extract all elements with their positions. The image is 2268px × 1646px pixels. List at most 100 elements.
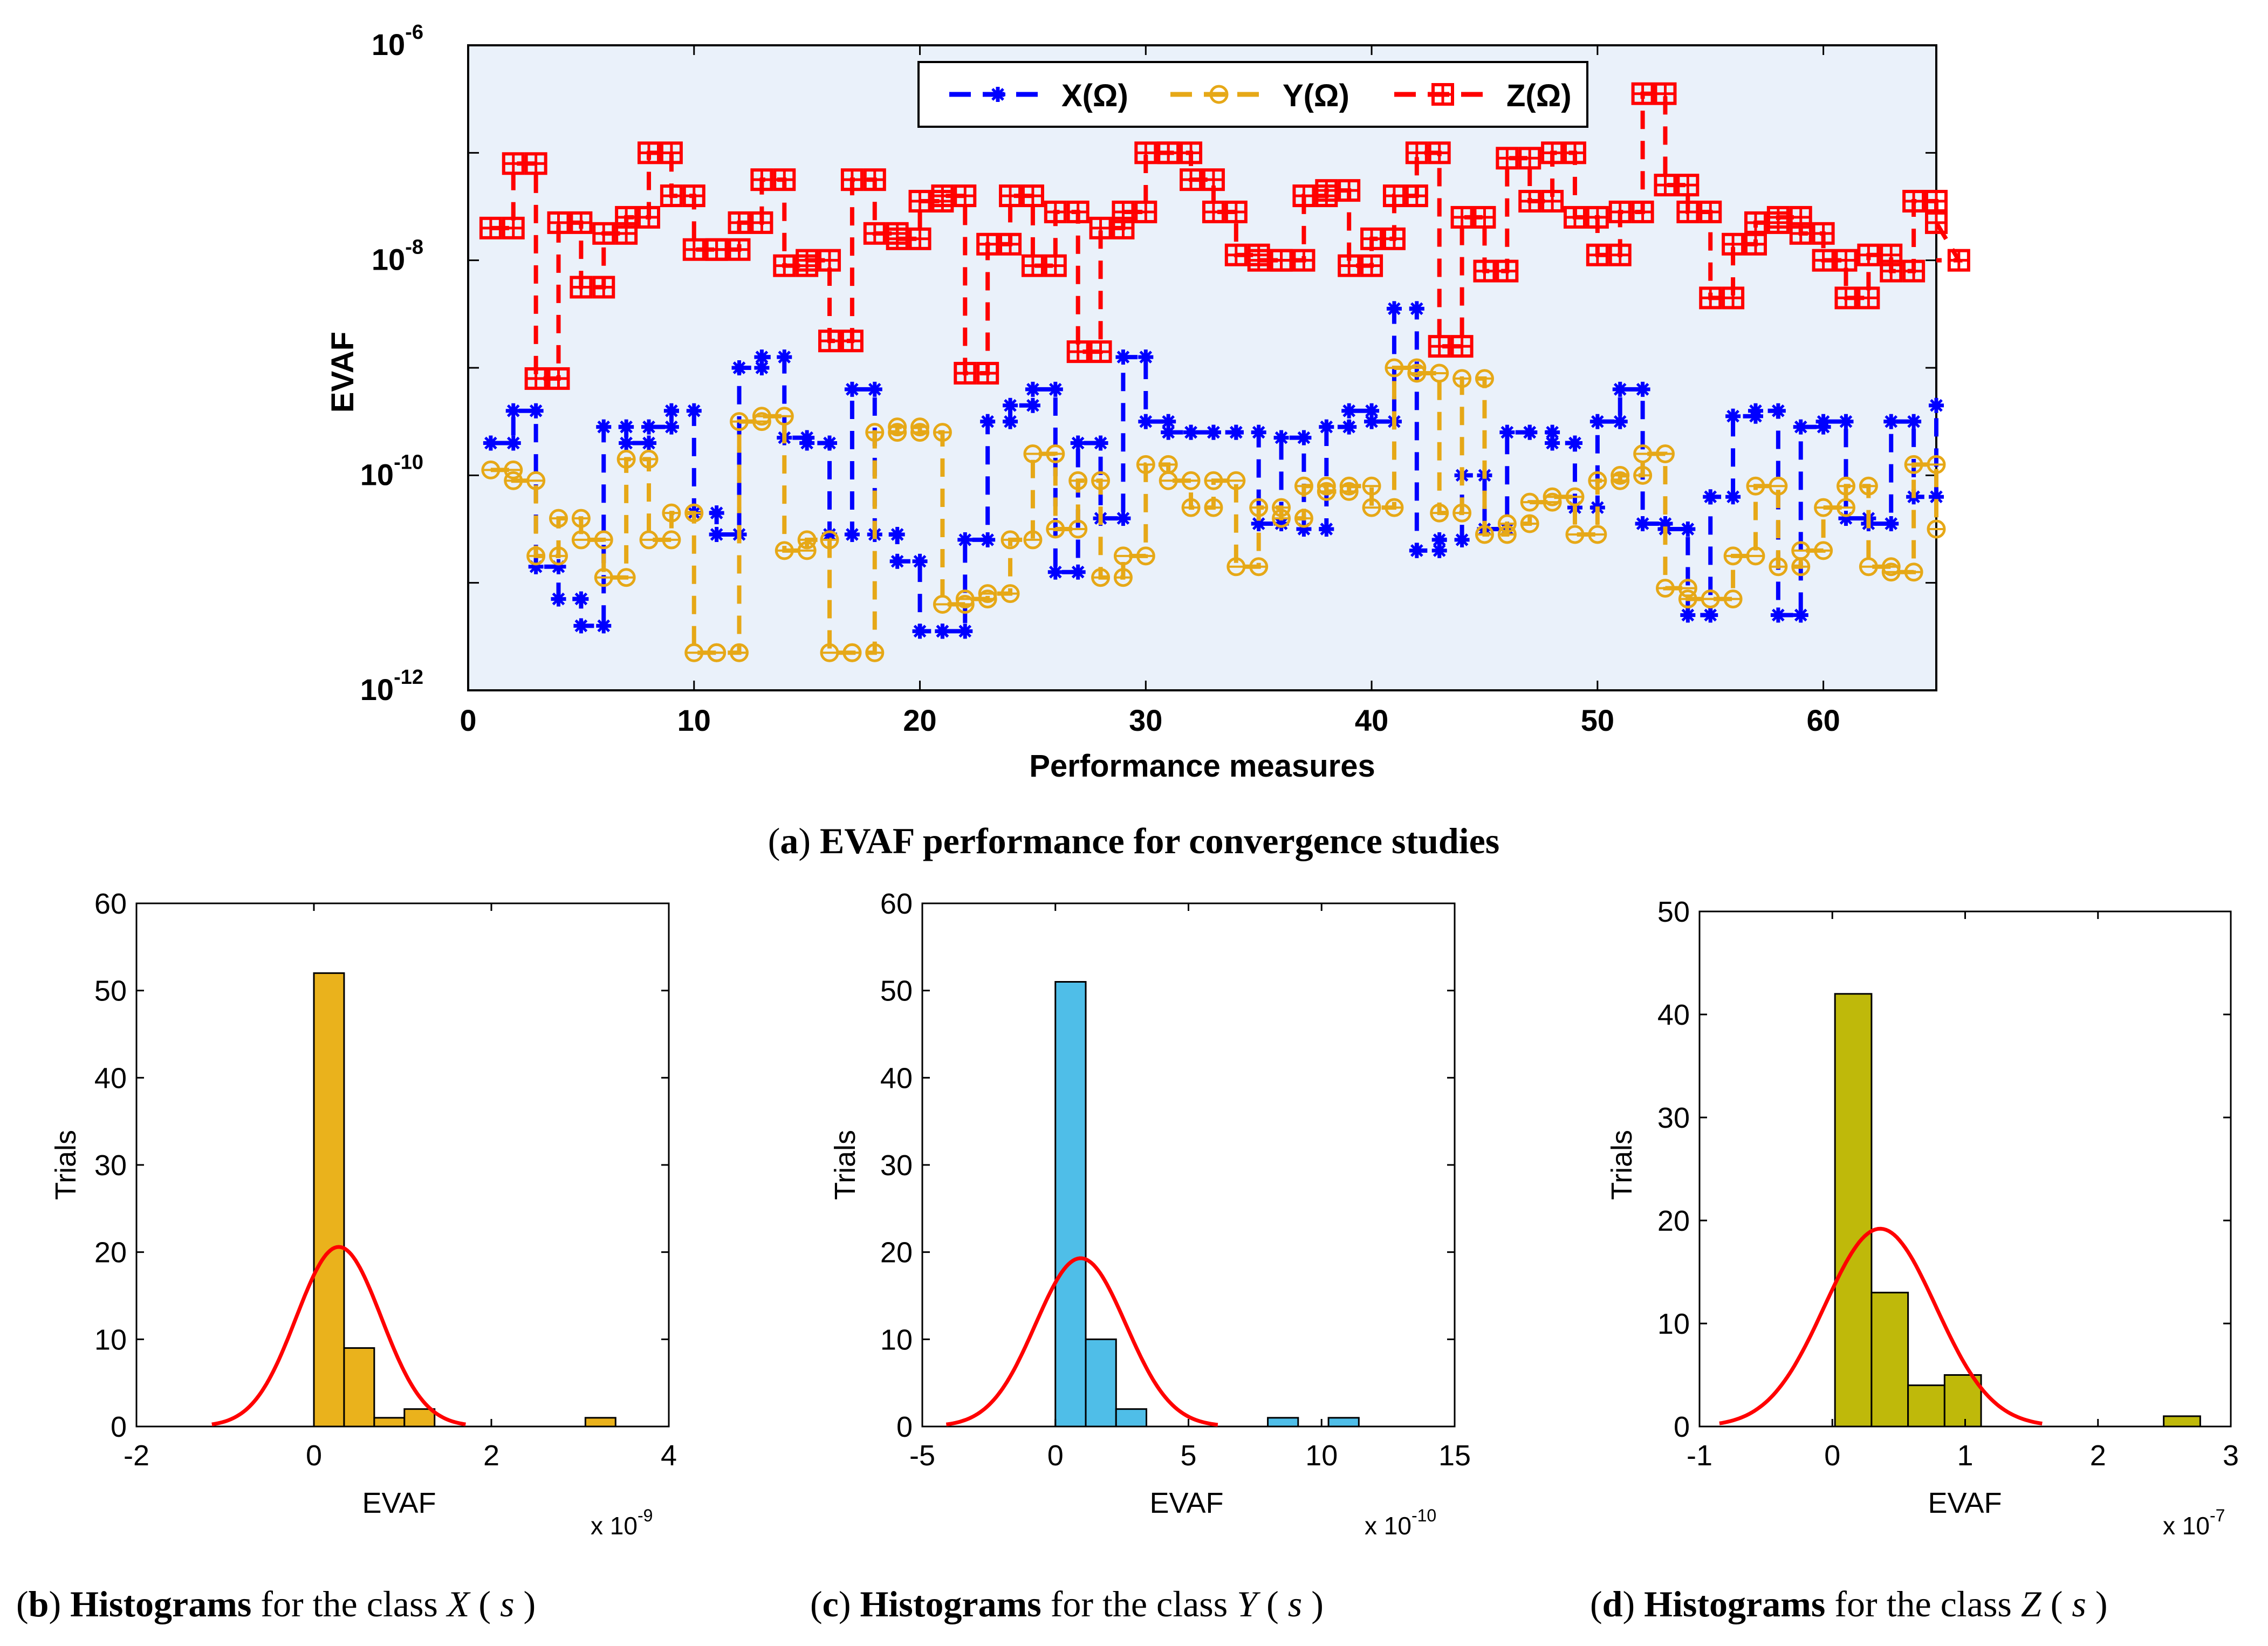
data-point [1428,141,1451,164]
data-point [481,460,501,479]
data-point [1405,184,1428,208]
data-point [686,403,702,419]
data-point [1567,435,1582,451]
data-point [865,643,885,662]
data-point [1202,200,1225,223]
data-point [1925,211,1948,234]
y-tick-label: 50 [880,975,913,1007]
data-point [1089,340,1112,364]
data-point [1612,381,1628,397]
data-point [750,168,773,191]
data-point [1678,589,1697,609]
normal-fit-curve [1719,1226,2043,1426]
data-point [1904,563,1923,582]
tick-marks [921,902,1456,1428]
data-point [1676,174,1700,197]
data-point [638,205,661,229]
data-point [1654,82,1677,105]
data-point [730,643,749,662]
data-point [1070,564,1086,580]
data-point [1272,498,1291,517]
histogram-bars [1054,981,1360,1428]
series-line-0 [490,306,1938,634]
data-point [1407,364,1427,383]
data-point [615,205,638,229]
y-tick-label: 10-12 [360,666,423,707]
data-point [1249,557,1269,577]
data-point [1927,455,1946,474]
data-point [1044,200,1067,223]
data-point [1360,227,1383,250]
data-point [1859,557,1878,577]
data-point [1315,179,1338,202]
data-point [1025,397,1040,413]
data-point [1725,408,1741,424]
y-tick-label: 50 [1657,896,1690,928]
legend-label-z: Z(Ω) [1506,78,1572,113]
data-point [1021,254,1044,277]
data-point [1883,414,1899,429]
data-point [1699,286,1722,310]
x-tick-label: 0 [1047,1439,1064,1472]
data-point [1588,471,1607,490]
data-point [504,471,523,490]
y-tick-labels: 0 10 20 30 40 50 [1657,896,1690,1443]
histogram-bar [2163,1415,2201,1428]
data-point [682,238,705,261]
data-point [592,222,615,245]
data-point [1518,190,1541,213]
data-point [889,526,905,542]
legend-marker-x [990,87,1005,102]
x-axis-label: Performance measures [1029,749,1375,784]
y-tick-label: 40 [880,1062,913,1094]
data-point [1021,184,1044,208]
data-point [1292,184,1315,208]
y-axis-label: EVAF [325,332,360,413]
histogram-bar [1267,1417,1299,1428]
data-point [1473,259,1496,283]
data-point [1180,141,1203,164]
data-point [954,361,977,385]
caption-b: (b) Histograms for the class X ( s ) [16,1583,536,1624]
data-point [483,435,498,451]
y-tick-label: 40 [1657,999,1690,1031]
y-tick-label: 10 [1657,1308,1690,1340]
y-tick-label: 10-6 [372,21,423,61]
data-point [976,361,999,385]
data-point [1317,482,1336,501]
data-point [773,254,796,277]
histogram-bars [313,972,616,1428]
data-point [1814,498,1833,517]
data-point [1633,465,1653,485]
data-point [1023,444,1043,463]
data-point [1906,414,1922,429]
plot-area [921,902,1456,1428]
data-point [796,249,819,272]
x-axis-label: EVAF [1928,1487,2002,1519]
data-point [638,141,661,164]
data-point [1070,435,1086,451]
data-point [1270,249,1293,272]
y-tick-label: 10-8 [372,236,423,277]
data-point [1136,455,1155,474]
data-point [1409,543,1424,558]
data-point [1608,200,1632,223]
data-point [1224,243,1248,266]
data-point [1113,546,1133,566]
data-point [840,168,864,191]
data-point [1183,424,1199,440]
data-point [980,532,996,547]
x-axis-label: EVAF [362,1487,436,1519]
data-point [1518,147,1541,170]
data-point [1793,419,1808,435]
x-multiplier: x 10-7 [2163,1506,2225,1540]
data-point [1091,471,1111,490]
data-point [1703,489,1718,505]
data-point [505,403,521,419]
histogram-bar [1327,1417,1360,1428]
caption-a: (a) EVAF performance for convergence stu… [768,820,1500,861]
data-point [1836,476,1855,496]
data-point [1633,444,1653,463]
data-point [1431,532,1447,547]
